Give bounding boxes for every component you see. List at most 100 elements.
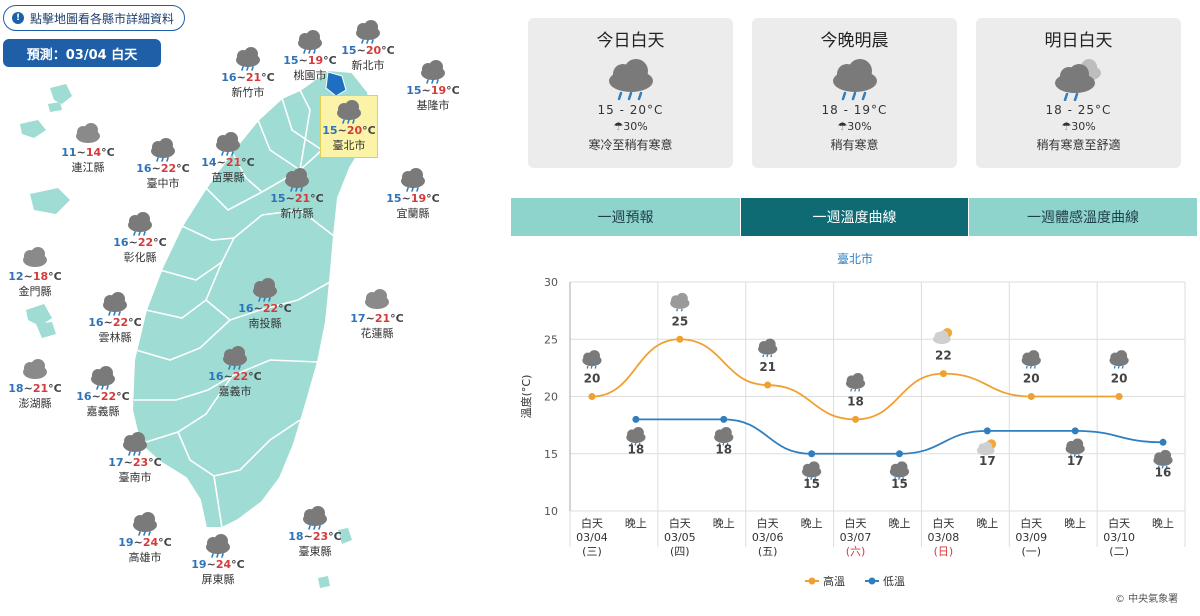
city-連江縣[interactable]: 11~14°C 連江縣 [53,120,123,175]
temp-separator: ~ [356,44,366,57]
data-point [1115,393,1123,400]
city-嘉義縣[interactable]: 16~22°C 嘉義縣 [68,364,138,419]
city-name: 澎湖縣 [18,397,52,410]
city-澎湖縣[interactable]: 18~21°C 澎湖縣 [0,356,70,411]
temp-unit: °C [381,44,395,57]
temp-separator: ~ [236,71,246,84]
city-南投縣[interactable]: 16~22°C 南投縣 [230,276,300,331]
data-label: 17 [1067,454,1084,468]
temp-unit: °C [248,370,262,383]
y-tick-label: 30 [544,276,558,289]
city-temp-high: 21 [225,156,242,169]
city-name: 嘉義縣 [86,405,120,418]
x-tick-weekday: (一) [1021,545,1041,558]
x-tick-weekday: (四) [670,545,690,558]
temp-separator: ~ [103,316,113,329]
city-name: 基隆市 [416,99,450,112]
city-temp-high: 19 [307,54,324,67]
legend-label: 低溫 [883,574,905,588]
data-point [764,381,772,389]
temp-unit: °C [231,558,245,571]
city-嘉義市[interactable]: 16~22°C 嘉義市 [200,344,270,399]
card-temp: 18 - 25°C [1045,103,1112,117]
rain-icon [758,338,778,358]
temp-separator: ~ [285,192,295,205]
city-temp-low: 11 [61,146,77,159]
rain-icon [216,132,240,156]
taiwan-map[interactable] [0,0,500,616]
data-label: 20 [1023,372,1040,386]
city-temp-high: 19 [410,192,427,205]
city-temp-range: 15~20°C [333,44,403,57]
city-temp-low: 15 [341,44,357,57]
city-temp-range: 16~22°C [105,236,175,249]
data-point [895,450,903,458]
temp-unit: °C [153,236,167,249]
data-point [588,393,596,400]
data-label: 18 [628,442,645,456]
city-temp-range: 16~22°C [128,162,198,175]
city-temp-low: 19 [118,536,134,549]
city-臺中市[interactable]: 16~22°C 臺中市 [128,136,198,191]
city-name: 屏東縣 [201,573,235,586]
rain-icon [421,60,445,84]
city-temp-high: 22 [262,302,279,315]
city-temp-high: 22 [160,162,177,175]
y-tick-label: 15 [544,448,558,461]
rain-icon [626,427,646,446]
city-temp-range: 11~14°C [53,146,123,159]
city-雲林縣[interactable]: 16~22°C 雲林縣 [80,290,150,345]
city-屏東縣[interactable]: 19~24°C 屏東縣 [183,532,253,587]
taiwan-map-panel: ! 點擊地圖看各縣市詳細資料 預測：03/04 白天 15~19°C 桃園市 15~… [0,0,500,616]
rain-icon [1109,350,1129,369]
chart-title: 臺北市 [837,251,873,266]
city-基隆市[interactable]: 15~19°C 基隆市 [398,58,468,113]
city-新竹市[interactable]: 16~21°C 新竹市 [213,45,283,100]
city-temp-low: 17 [108,456,124,469]
city-temp-high: 18 [32,270,49,283]
tab-weekly-feels-like-curve[interactable]: 一週體感溫度曲線 [969,198,1197,236]
city-temp-range: 18~23°C [280,530,350,543]
rain-icon [206,534,230,558]
city-temp-range: 16~22°C [230,302,300,315]
card-temp: 15 - 20°C [597,103,664,117]
temp-separator: ~ [23,382,33,395]
city-temp-low: 16 [88,316,104,329]
temp-unit: °C [362,124,376,137]
taipei-highlight-shape[interactable] [325,71,347,97]
city-彰化縣[interactable]: 16~22°C 彰化縣 [105,210,175,265]
data-point [1027,393,1035,400]
city-臺東縣[interactable]: 18~23°C 臺東縣 [280,504,350,559]
city-花蓮縣[interactable]: 17~21°C 花蓮縣 [342,286,412,341]
temp-unit: °C [261,71,275,84]
city-temp-low: 16 [76,390,92,403]
copyright-text: © 中央氣象署 [1115,594,1179,605]
cloudy-icon [23,247,47,267]
x-tick-date: 03/09 [1015,531,1047,544]
tab-weekly-temp-curve[interactable]: 一週溫度曲線 [741,198,968,236]
city-新竹縣[interactable]: 15~21°C 新竹縣 [262,166,332,221]
city-桃園市[interactable]: 15~19°C 桃園市 [275,28,345,83]
city-高雄市[interactable]: 19~24°C 高雄市 [110,510,180,565]
city-temp-high: 20 [346,124,363,137]
map-hint-button[interactable]: ! 點擊地圖看各縣市詳細資料 [3,5,185,31]
data-point [983,427,991,435]
data-point [808,450,816,458]
city-新北市[interactable]: 15~20°C 新北市 [333,18,403,73]
city-苗栗縣[interactable]: 14~21°C 苗栗縣 [193,130,263,185]
city-臺北市[interactable]: 15~20°C 臺北市 [320,95,378,158]
rain-icon [889,461,910,480]
rain-icon [356,20,380,44]
county-borders [134,89,335,529]
city-temp-high: 24 [215,558,232,571]
city-temp-low: 14 [201,156,217,169]
data-label: 20 [1111,372,1128,386]
rain-icon [845,373,866,392]
city-金門縣[interactable]: 12~18°C 金門縣 [0,244,70,299]
city-宜蘭縣[interactable]: 15~19°C 宜蘭縣 [378,166,448,221]
city-臺南市[interactable]: 17~23°C 臺南市 [100,430,170,485]
city-temp-range: 16~22°C [80,316,150,329]
city-temp-low: 16 [221,71,237,84]
tab-weekly-forecast[interactable]: 一週預報 [511,198,740,236]
